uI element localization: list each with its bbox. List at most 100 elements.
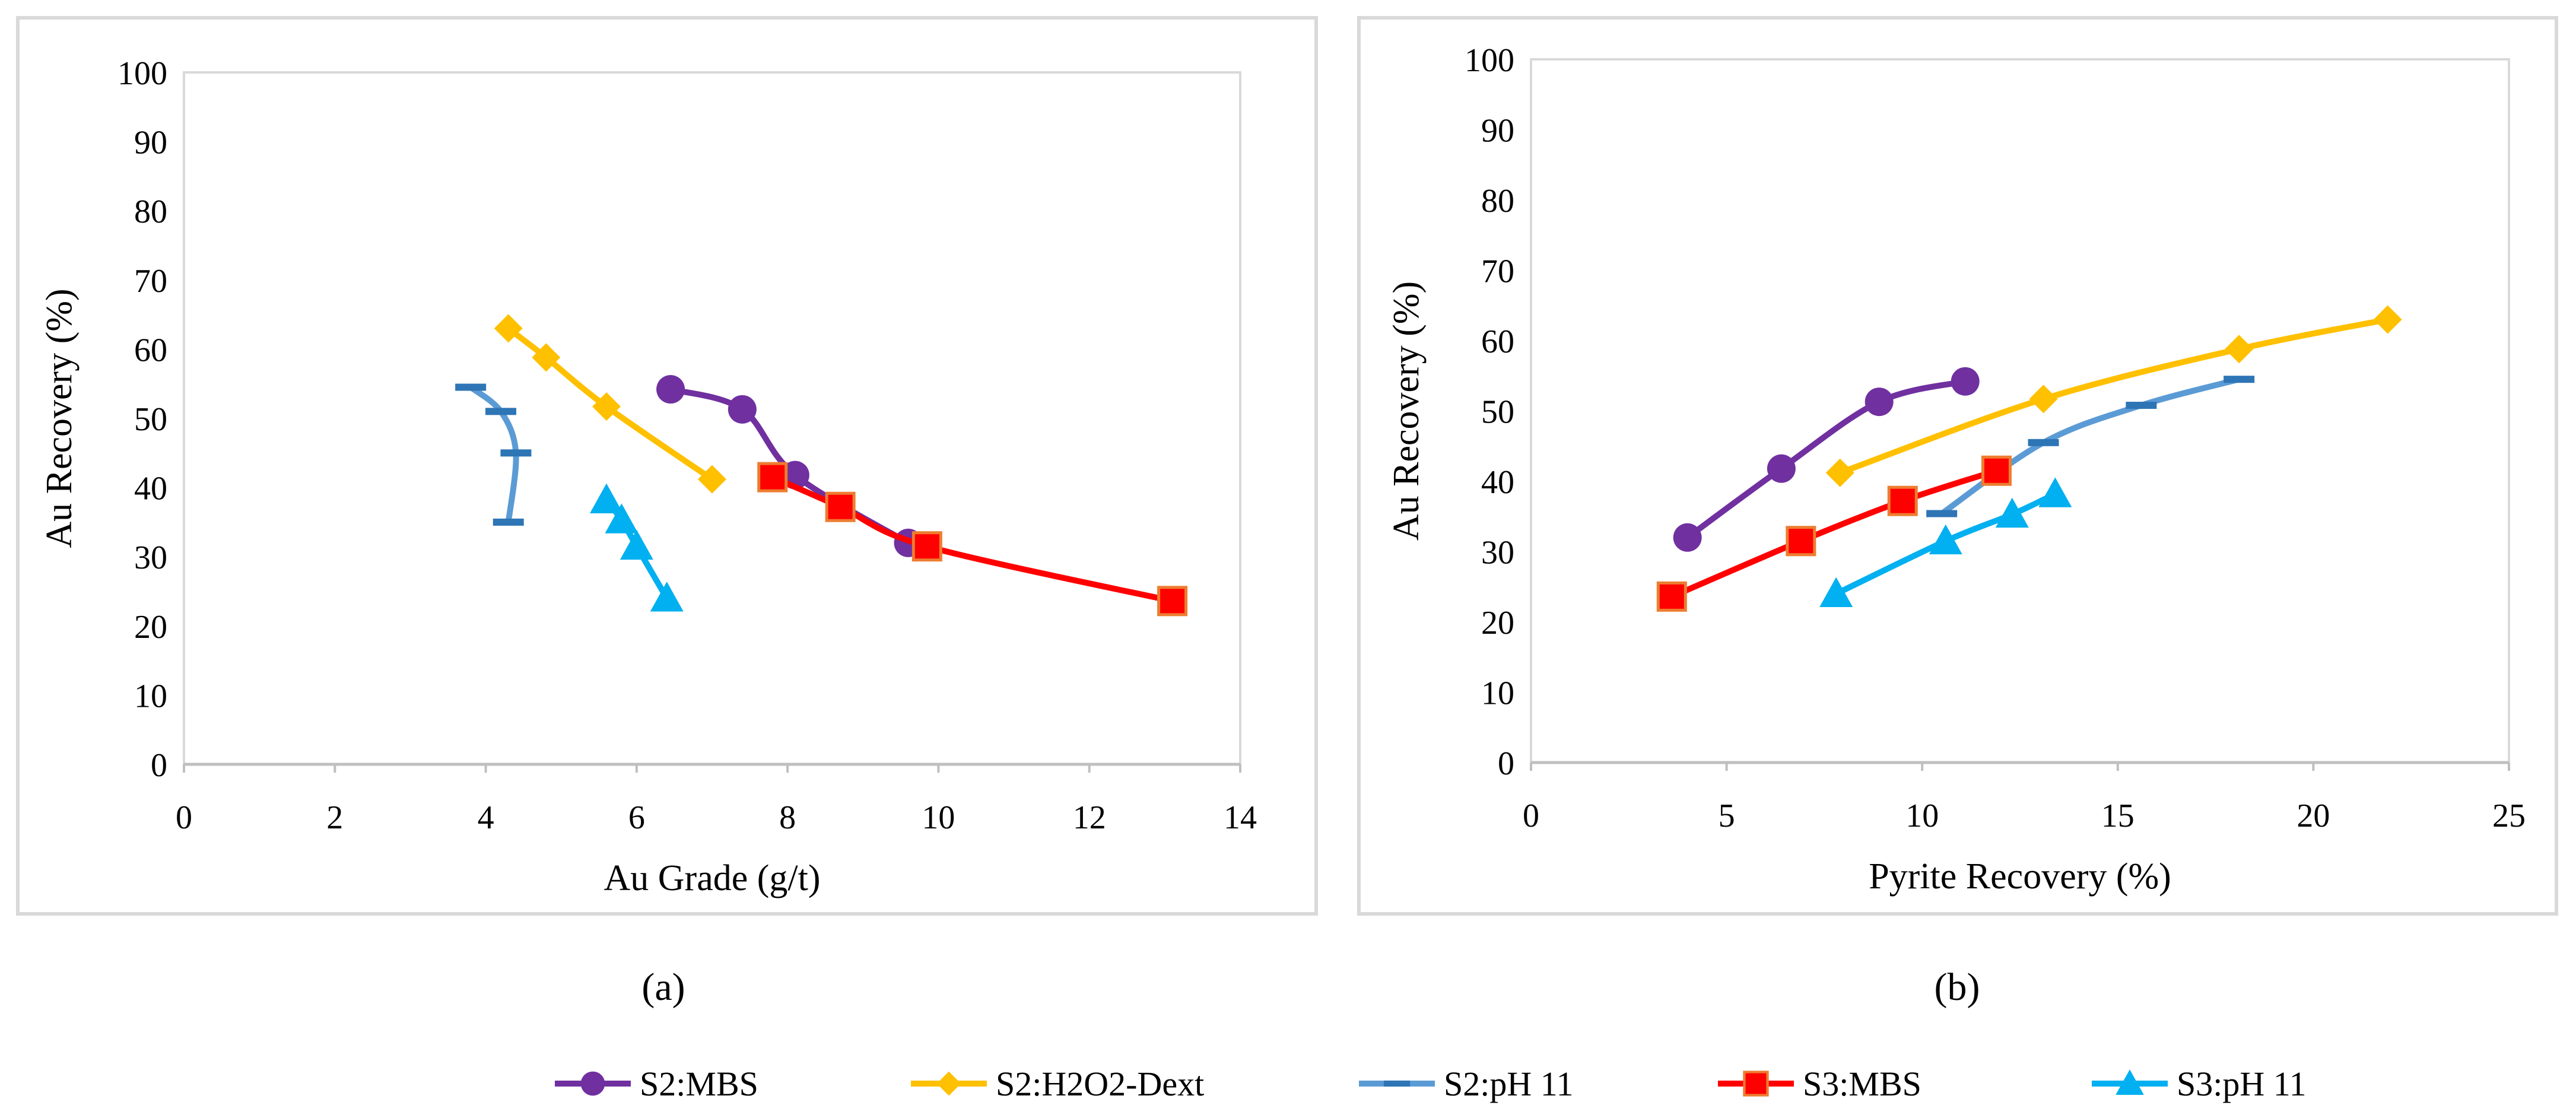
series-s2-h2o2-dext <box>1825 305 2402 487</box>
series-line-s3-mbs <box>1669 468 2000 600</box>
y-tick-label: 0 <box>1498 745 1514 782</box>
panel-label: (a) <box>641 965 685 1009</box>
panel-label: (b) <box>1935 965 1980 1009</box>
data-point-s2-ph-11 <box>1926 510 1958 517</box>
data-point-s3-ph-11 <box>590 483 623 513</box>
x-tick-label: 0 <box>176 799 192 836</box>
y-tick-label: 50 <box>1481 394 1514 431</box>
legend-label: S2:pH 11 <box>1444 1065 1574 1103</box>
legend-item-s3-mbs: S3:MBS <box>1718 1065 1921 1103</box>
data-point-s2-h2o2-dext <box>698 465 726 494</box>
data-point-s3-mbs <box>911 531 942 562</box>
x-tick-label: 0 <box>1523 798 1539 834</box>
y-tick-label: 70 <box>134 263 167 300</box>
data-point-s2-h2o2-dext <box>494 314 523 343</box>
series-line-s3-mbs <box>769 474 1176 604</box>
legend: S2:MBS S2:H2O2-Dext S2:pH 11 S3:MBS S3:pH 11 <box>555 1065 2307 1103</box>
panel-a: 0 10 20 30 40 50 60 70 80 90 100 0 2 4 6 8 10 12 14 Au Grad… <box>39 55 1257 898</box>
data-point-s2-ph-11 <box>455 383 487 391</box>
data-point-s3-ph-11 <box>1929 524 1962 555</box>
data-point-s3-ph-11 <box>2038 477 2072 507</box>
y-tick-label: 40 <box>134 471 167 507</box>
data-point-s2-h2o2-dext <box>592 392 621 421</box>
data-point-s2-mbs <box>1767 454 1796 483</box>
y-tick-label: 80 <box>1481 183 1514 220</box>
legend-label: S2:MBS <box>640 1065 758 1103</box>
legend-marker <box>936 1071 961 1096</box>
data-point-s2-ph-11 <box>500 449 532 457</box>
series-s2-h2o2-dext <box>494 314 726 494</box>
legend-label: S3:MBS <box>1803 1065 1921 1103</box>
series-s3-ph-11 <box>590 483 684 612</box>
data-point-s2-h2o2-dext <box>1825 458 1854 487</box>
y-tick-label: 70 <box>1481 253 1514 290</box>
data-point-s3-ph-11 <box>1819 577 1853 607</box>
data-point-s2-ph-11 <box>2224 376 2255 383</box>
data-point-s3-ph-11 <box>605 503 639 533</box>
data-point-s3-mbs <box>825 491 856 522</box>
y-tick-label: 100 <box>117 55 167 92</box>
data-point-s2-mbs <box>1673 523 1702 552</box>
series-line-s2-h2o2-dext <box>505 325 715 482</box>
y-tick-label: 30 <box>134 539 167 576</box>
y-axis-title: Au Recovery (%) <box>39 288 80 548</box>
y-tick-label: 20 <box>1481 605 1514 641</box>
series-s2-mbs <box>1673 367 1980 552</box>
y-tick-label: 20 <box>134 609 167 646</box>
y-tick-label: 30 <box>1481 535 1514 571</box>
x-tick-label: 10 <box>1905 798 1939 834</box>
data-point-s2-h2o2-dext <box>2373 305 2402 334</box>
series-s3-mbs <box>1656 455 2012 612</box>
data-point-s2-ph-11 <box>493 518 524 526</box>
data-point-s2-ph-11 <box>2126 402 2157 409</box>
series-line-s2-h2o2-dext <box>1837 316 2391 476</box>
x-tick-label: 10 <box>922 799 955 836</box>
y-tick-label: 100 <box>1465 42 1514 79</box>
x-axis-title: Au Grade (g/t) <box>604 858 821 898</box>
x-tick-label: 12 <box>1073 799 1106 836</box>
data-point-s3-mbs <box>1656 581 1687 612</box>
data-point-s3-ph-11 <box>620 529 653 560</box>
legend-label: S2:H2O2-Dext <box>996 1065 1204 1103</box>
y-tick-label: 60 <box>134 332 167 369</box>
legend-marker <box>1743 1071 1769 1097</box>
series-line-s3-ph-11 <box>1833 491 2059 597</box>
x-tick-label: 20 <box>2297 798 2330 834</box>
data-point-s2-h2o2-dext <box>2225 335 2254 364</box>
x-tick-label: 25 <box>2492 798 2526 834</box>
data-point-s3-ph-11 <box>1995 497 2029 528</box>
y-tick-label: 80 <box>134 193 167 230</box>
legend-item-s2-ph-11: S2:pH 11 <box>1359 1065 1574 1103</box>
legend-item-s2-mbs: S2:MBS <box>555 1065 758 1103</box>
series-line-s2-mbs <box>1684 378 1968 541</box>
y-tick-label: 0 <box>151 747 167 784</box>
data-point-s3-mbs <box>1157 586 1188 617</box>
data-point-s2-ph-11 <box>485 408 516 415</box>
y-axis-title: Au Recovery (%) <box>1386 281 1427 541</box>
data-point-s3-ph-11 <box>650 582 684 612</box>
y-tick-label: 50 <box>134 401 167 438</box>
data-point-s2-mbs <box>1951 367 1980 396</box>
data-point-s2-h2o2-dext <box>532 343 561 372</box>
x-tick-label: 5 <box>1719 798 1735 834</box>
data-point-s3-mbs <box>1981 455 2012 486</box>
x-tick-label: 2 <box>326 799 343 836</box>
y-tick-label: 10 <box>134 678 167 714</box>
data-point-s3-mbs <box>1887 485 1918 516</box>
y-tick-label: 40 <box>1481 464 1514 501</box>
x-tick-label: 14 <box>1224 799 1257 836</box>
series-s3-mbs <box>757 462 1188 617</box>
x-tick-label: 8 <box>779 799 796 836</box>
panel-a-chart-frame <box>16 16 1318 916</box>
y-tick-label: 90 <box>134 125 167 161</box>
data-point-s3-mbs <box>757 462 788 493</box>
series-line-s2-ph-11 <box>468 384 519 525</box>
legend-item-s2-h2o2-dext: S2:H2O2-Dext <box>911 1065 1204 1103</box>
data-point-s2-h2o2-dext <box>2029 385 2058 414</box>
data-point-s3-mbs <box>1786 526 1816 557</box>
legend-item-s3-ph-11: S3:pH 11 <box>2092 1065 2307 1103</box>
x-tick-label: 6 <box>628 799 645 836</box>
legend-marker <box>580 1071 605 1096</box>
legend-label: S3:pH 11 <box>2177 1065 2307 1103</box>
